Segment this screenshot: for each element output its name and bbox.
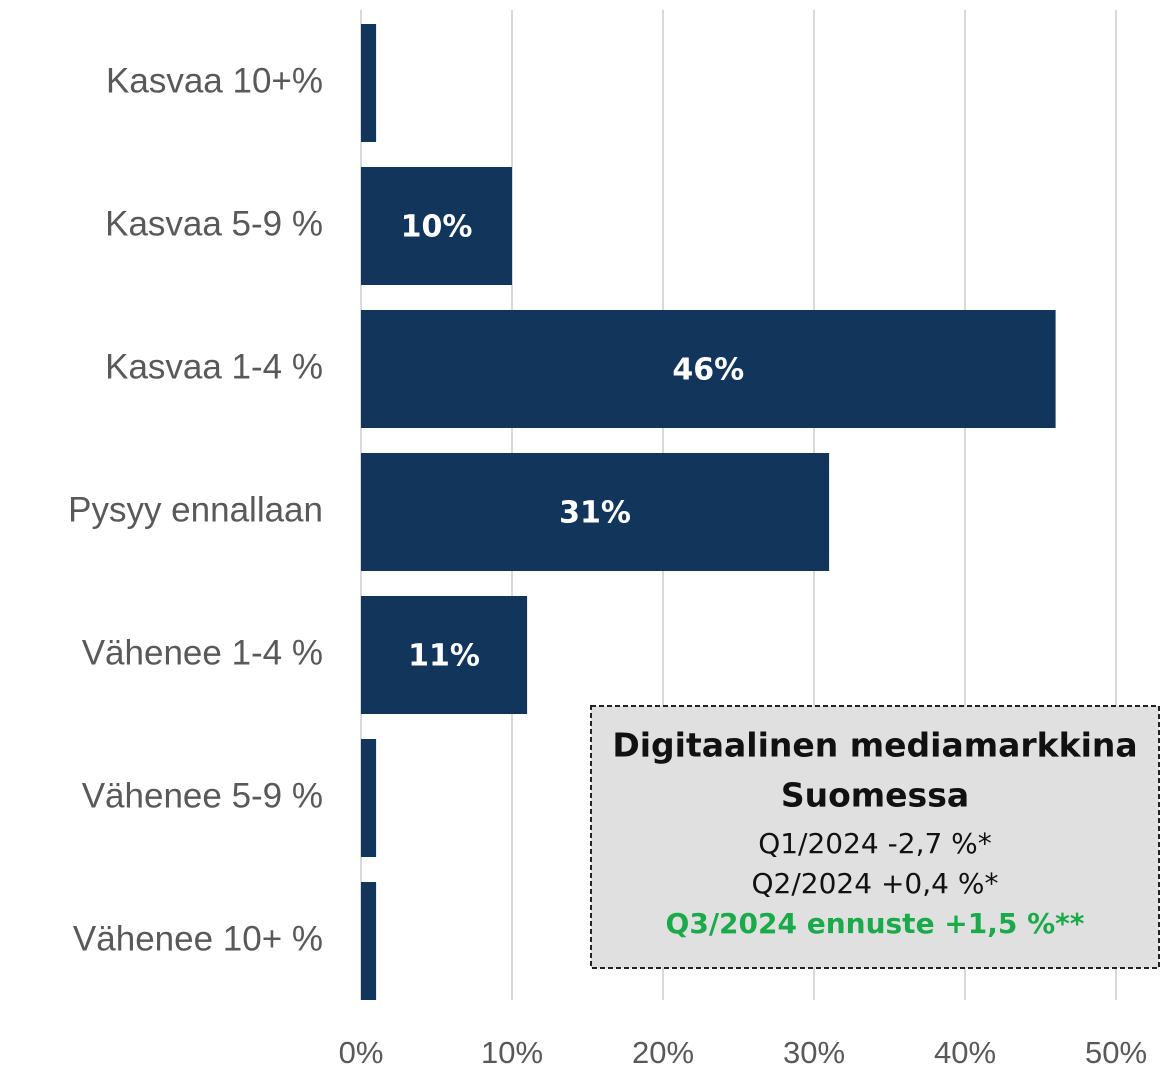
y-tick-label: Kasvaa 5-9 % (105, 204, 323, 243)
y-tick-label: Vähenee 10+ % (73, 919, 323, 958)
bar (361, 453, 830, 571)
x-tick-label: 20% (632, 1035, 694, 1070)
value-label: 11% (408, 639, 480, 674)
y-tick-label: Kasvaa 10+% (106, 61, 323, 100)
y-tick-label: Vähenee 1-4 % (82, 633, 323, 672)
bar (361, 310, 1056, 428)
y-tick-label: Pysyy ennallaan (68, 490, 323, 529)
x-tick-label: 0% (339, 1035, 384, 1070)
y-tick-label: Kasvaa 1-4 % (105, 347, 323, 386)
value-label: 31% (559, 496, 631, 531)
annotation-line: Q2/2024 +0,4 %* (752, 867, 999, 900)
x-tick-label: 30% (783, 1035, 845, 1070)
annotation-line: Q1/2024 -2,7 %* (758, 827, 992, 860)
annotation-title: Suomessa (781, 776, 969, 815)
x-tick-label: 40% (934, 1035, 996, 1070)
value-label: 10% (401, 210, 473, 245)
bar (361, 882, 377, 1000)
bar (361, 167, 512, 285)
bar (361, 596, 528, 714)
annotation-title: Digitaalinen mediamarkkina (612, 726, 1137, 765)
y-tick-label: Vähenee 5-9 % (82, 776, 323, 815)
annotation-line: Q3/2024 ennuste +1,5 %** (666, 907, 1085, 940)
annotation-box (590, 705, 1160, 969)
x-tick-label: 10% (481, 1035, 543, 1070)
bar (361, 24, 377, 142)
bar (361, 739, 377, 857)
x-tick-label: 50% (1085, 1035, 1147, 1070)
value-label: 46% (672, 353, 744, 388)
